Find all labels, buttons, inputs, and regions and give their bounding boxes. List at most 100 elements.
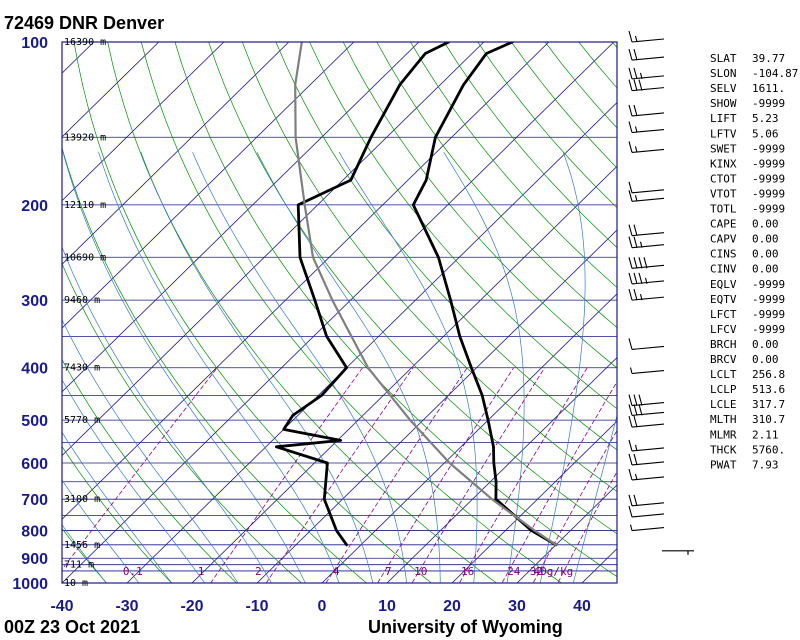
wind-barb	[628, 30, 665, 43]
dry-adiabat-line	[140, 42, 563, 583]
wind-barb-flag	[633, 453, 638, 466]
index-value: 0.00	[752, 218, 779, 231]
index-name: CAPE	[710, 218, 737, 231]
footer-source: University of Wyoming	[368, 617, 563, 637]
wind-barb-flag	[628, 494, 633, 506]
temperature-axis: -40 -30 -20 -10 0 10 20 30 40	[50, 598, 591, 615]
pressure-tick-label: 500	[21, 413, 48, 430]
wind-barb	[628, 338, 665, 350]
isotherm-line	[62, 42, 420, 393]
wind-barb	[628, 236, 665, 249]
wind-barb-flag	[628, 224, 633, 236]
index-value: 0.00	[752, 353, 779, 366]
wind-barb-halfflag	[644, 277, 648, 285]
index-value: 7.93	[752, 458, 779, 471]
dry-adiabat-line	[342, 42, 617, 369]
moist-adiabat-line	[62, 152, 306, 583]
index-name: SLON	[710, 67, 737, 80]
wind-barb-flag	[633, 104, 638, 117]
moist-adiabat-line	[539, 152, 586, 583]
index-name: LFCT	[710, 308, 737, 321]
isotherm-line	[62, 42, 485, 457]
isotherm-line	[62, 42, 550, 520]
dry-adiabat-line	[62, 146, 368, 583]
index-name: EQLV	[710, 278, 737, 291]
index-value: 5.23	[752, 112, 779, 125]
pressure-tick-label: 700	[21, 492, 48, 509]
dry-adiabat-line	[62, 445, 172, 583]
pressure-tick-label: 300	[21, 293, 48, 310]
pressure-tick-label: 200	[21, 198, 48, 215]
wind-barb-flag	[628, 505, 633, 518]
pressure-tick-label: 900	[21, 551, 48, 568]
wind-barb	[628, 181, 665, 194]
index-value: -9999	[752, 172, 785, 185]
moist-adiabat-line	[62, 431, 173, 583]
wind-barb	[628, 224, 665, 237]
index-name: CINV	[710, 263, 737, 276]
height-label: 16390 m	[64, 37, 106, 48]
wind-barb-halfflag	[629, 524, 633, 531]
mixing-ratio-label: 1	[198, 565, 205, 578]
wind-barb-halfflag	[639, 293, 643, 301]
height-label: 13920 m	[64, 132, 106, 143]
wind-barb	[629, 367, 665, 375]
mixing-ratio-lines	[62, 367, 617, 583]
wind-barb-halfflag	[634, 126, 638, 133]
index-name: SELV	[710, 82, 737, 95]
index-value: 310.7	[752, 413, 785, 426]
wind-barb	[628, 468, 665, 481]
wind-barb-flag	[628, 338, 633, 350]
index-name: THCK	[710, 443, 737, 456]
pressure-tick-label: 1000	[12, 576, 48, 593]
dry-adiabat-line	[62, 262, 303, 583]
mixing-ratio-label: 10	[414, 565, 427, 578]
wind-barb-halfflag	[634, 146, 638, 153]
wind-barb-flag	[628, 181, 633, 193]
wind-barb-flag	[628, 79, 633, 91]
wind-barb-flag	[628, 272, 633, 285]
pressure-axis: 100 200 300 400 500 600 700 800 900 1000	[12, 35, 48, 593]
isotherm-line	[256, 229, 617, 583]
index-value: -9999	[752, 308, 785, 321]
wind-barb-flag	[633, 48, 638, 61]
height-label: 711 m	[64, 560, 94, 571]
index-value: 5760.	[752, 443, 785, 456]
index-value: -9999	[752, 323, 785, 336]
height-label: 1456 m	[64, 540, 100, 551]
index-value: 2.11	[752, 428, 779, 441]
temperature-tick-label: -30	[115, 598, 138, 615]
wind-barb-staff	[631, 345, 665, 350]
wind-barb-flag	[633, 79, 638, 91]
mixing-ratio-line	[501, 381, 617, 583]
wind-barb-staff	[631, 513, 665, 518]
index-name: LIFT	[710, 112, 737, 125]
wind-barb-staff	[631, 527, 665, 532]
moist-adiabat-line	[192, 152, 407, 583]
wind-barb-flag	[628, 67, 633, 80]
wind-barb	[629, 524, 665, 532]
dry-adiabat-line	[107, 42, 498, 583]
moist-adiabat-line	[98, 152, 340, 583]
height-label: 3100 m	[64, 494, 100, 505]
isotherm-line	[451, 420, 617, 583]
dry-adiabat-line	[62, 358, 238, 583]
wind-barb-flag	[628, 48, 633, 61]
wind-barb	[628, 272, 665, 285]
index-name: SLAT	[710, 52, 737, 65]
height-labels: 16390 m 13920 m 12110 m 10690 m 9460 m 7430 m…	[64, 37, 106, 589]
isotherm-line	[62, 42, 160, 138]
moist-adiabat-line	[62, 524, 107, 583]
moist-adiabat-line	[62, 318, 239, 583]
wind-barb-flag	[633, 394, 638, 406]
index-name: CTOT	[710, 172, 737, 185]
dry-adiabat-line	[410, 42, 617, 288]
pressure-tick-label: 800	[21, 524, 48, 541]
index-name: SWET	[710, 142, 737, 155]
index-value: -9999	[752, 293, 785, 306]
mixing-ratio-line	[265, 367, 414, 583]
mixing-ratio-line	[411, 367, 546, 583]
isotherm-line	[126, 102, 617, 583]
